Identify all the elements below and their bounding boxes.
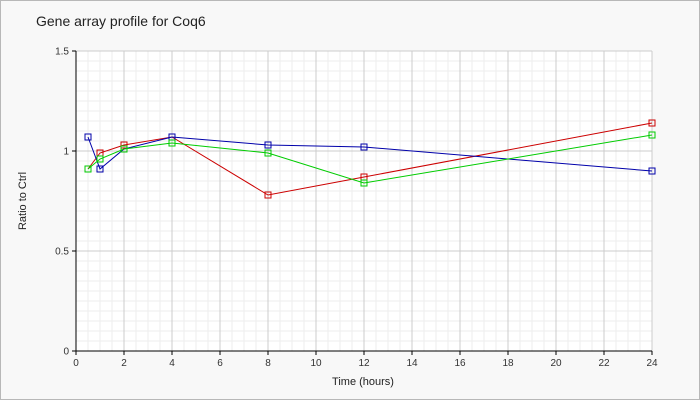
- axes: [72, 50, 653, 355]
- data-point-marker: [96, 165, 104, 173]
- y-tick-label: 0: [63, 347, 69, 358]
- data-point-marker: [648, 131, 656, 139]
- chart-title: Gene array profile for Coq6: [36, 13, 206, 29]
- y-tick-label: 0.5: [55, 247, 69, 258]
- data-point-marker: [264, 191, 272, 199]
- y-tick-label: 1.5: [55, 47, 69, 58]
- data-point-marker: [84, 133, 92, 141]
- x-tick-label: 24: [646, 358, 658, 369]
- data-point-marker: [360, 143, 368, 151]
- x-tick-label: 12: [358, 358, 370, 369]
- x-tick-label: 20: [550, 358, 562, 369]
- y-axis-label: Ratio to Ctrl: [17, 172, 29, 230]
- data-point-marker: [120, 141, 128, 149]
- data-point-marker: [264, 141, 272, 149]
- series-line: [87, 136, 653, 172]
- x-tick-label: 18: [502, 358, 514, 369]
- data-point-marker: [360, 179, 368, 187]
- data-point-marker: [120, 145, 128, 153]
- x-tick-label: 4: [169, 358, 175, 369]
- series-line: [87, 134, 653, 184]
- x-tick-label: 0: [73, 358, 79, 369]
- grid: [75, 50, 653, 352]
- x-tick-label: 16: [454, 358, 466, 369]
- data-point-marker: [648, 167, 656, 175]
- x-tick-label: 2: [121, 358, 127, 369]
- data-point-marker: [84, 165, 92, 173]
- x-tick-label: 22: [598, 358, 610, 369]
- data-point-marker: [264, 149, 272, 157]
- series-3: [84, 131, 656, 187]
- x-tick-label: 10: [310, 358, 322, 369]
- data-point-marker: [96, 155, 104, 163]
- x-tick-label: 14: [406, 358, 418, 369]
- x-tick-label: 6: [217, 358, 223, 369]
- x-axis-label: Time (hours): [332, 376, 394, 388]
- data-point-marker: [168, 139, 176, 147]
- x-tick-label: 8: [265, 358, 271, 369]
- data-point-marker: [648, 119, 656, 127]
- series-layer: [84, 119, 656, 199]
- y-tick-label: 1: [63, 147, 69, 158]
